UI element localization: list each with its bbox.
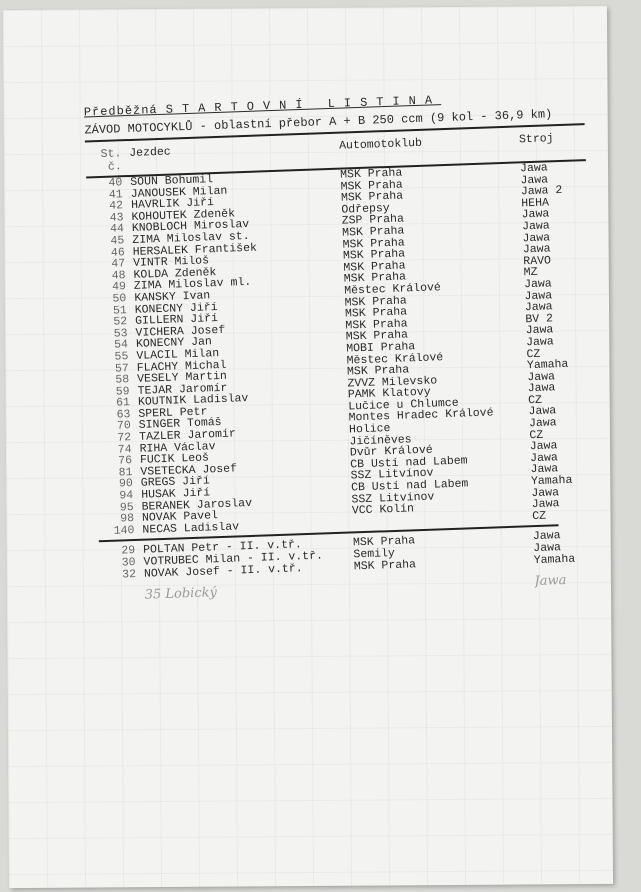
header-number: St. č. bbox=[100, 147, 122, 174]
start-number: 140 bbox=[113, 524, 135, 538]
handwritten-entry: 35 Lobický bbox=[144, 585, 218, 603]
machine-name: ČZ bbox=[532, 509, 547, 523]
header-rider: Jezdec bbox=[129, 145, 171, 160]
start-list: Předběžná STARTOVNÍ LISTINA ZÁVOD MOTOCY… bbox=[84, 88, 601, 605]
header-club: Automotoklub bbox=[338, 136, 423, 153]
start-number: 32 bbox=[121, 568, 137, 582]
header-machine: Stroj bbox=[518, 132, 554, 147]
paper-sheet: Předběžná STARTOVNÍ LISTINA ZÁVOD MOTOCY… bbox=[2, 5, 614, 889]
rider-list: 40 ŠOUN Bohumil MSK Praha Jawa 41 JANOUŠEK Mi… bbox=[86, 161, 598, 538]
handwritten-machine: Jawa bbox=[534, 573, 567, 590]
title-prefix: Předběžná bbox=[83, 102, 158, 120]
machine-name: Yamaha bbox=[533, 552, 576, 567]
